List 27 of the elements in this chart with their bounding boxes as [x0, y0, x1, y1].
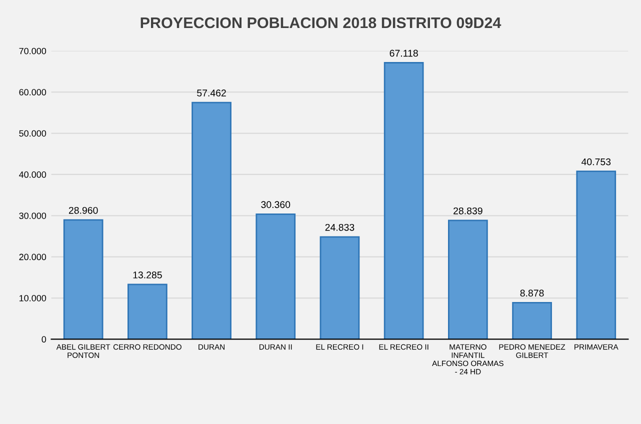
data-label: 28.839: [454, 207, 482, 214]
bar: [192, 102, 232, 340]
bar: [512, 302, 552, 340]
bar: [448, 220, 488, 340]
data-label: 40.753: [581, 158, 611, 166]
data-label: 13.285: [133, 272, 162, 278]
bar: [63, 219, 104, 340]
bar: [256, 213, 296, 340]
y-tick-label: 20.000: [19, 254, 46, 260]
y-tick-label: 60.000: [19, 89, 46, 96]
bar: [128, 284, 168, 340]
data-label: 67.118: [390, 50, 418, 57]
data-label: 57.462: [197, 90, 226, 96]
bar: [320, 236, 360, 340]
data-label: 28.960: [68, 206, 98, 214]
y-tick-label: 30.000: [19, 212, 46, 219]
data-label: 8.878: [520, 290, 544, 297]
data-label: 30.360: [261, 201, 290, 208]
y-tick-label: 40.000: [19, 171, 46, 178]
bar: [384, 62, 424, 340]
y-tick-label: 50.000: [19, 130, 46, 137]
y-tick-label: 10.000: [20, 294, 46, 302]
y-tick-label: 0: [42, 336, 46, 343]
bar: [576, 170, 616, 340]
chart-title: PROYECCION POBLACION 2018 DISTRITO 09D24: [140, 17, 502, 28]
y-tick-label: 70.000: [19, 48, 46, 54]
data-label: 24.833: [325, 224, 354, 231]
